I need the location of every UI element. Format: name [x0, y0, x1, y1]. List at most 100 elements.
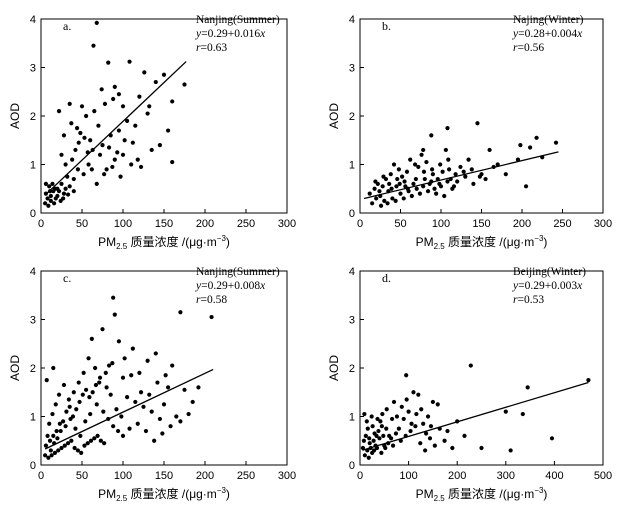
data-point [160, 431, 165, 436]
x-tick-label: 50 [76, 218, 88, 230]
data-point [428, 424, 434, 429]
data-point [46, 203, 51, 208]
data-point [44, 378, 49, 383]
data-point [47, 438, 53, 443]
y-tick-label: 4 [349, 14, 355, 26]
data-point [81, 172, 86, 177]
x-tick-label: 500 [594, 470, 612, 482]
data-point [380, 184, 385, 189]
y-axis-label: AOD [327, 103, 341, 129]
data-point [411, 181, 416, 186]
data-point [371, 438, 376, 443]
data-points [360, 363, 591, 460]
x-axis-label: PM2.5 质量浓度 /(μg·m−3) [416, 234, 548, 251]
data-point [425, 414, 431, 419]
data-point [450, 186, 455, 191]
data-point [45, 433, 50, 438]
x-tick-label: 150 [472, 218, 490, 230]
data-point [477, 174, 482, 179]
data-point [76, 380, 81, 385]
data-point [106, 145, 112, 150]
data-point [47, 421, 52, 426]
x-tick-label: 300 [278, 218, 296, 230]
data-point [104, 167, 109, 172]
data-point [97, 380, 102, 385]
data-point [102, 101, 108, 106]
data-point [525, 385, 530, 390]
data-point [110, 164, 115, 170]
data-point [66, 397, 71, 402]
x-tick-label: 400 [545, 470, 563, 482]
data-point [437, 181, 442, 186]
data-point [520, 411, 525, 417]
data-point [471, 181, 476, 186]
data-point [97, 375, 103, 380]
data-point [447, 167, 452, 172]
x-tick-label: 250 [237, 218, 255, 230]
fit-equation: y=0.28+0.004x [512, 28, 583, 40]
data-point [425, 189, 431, 194]
data-point [112, 157, 117, 162]
data-point [209, 314, 214, 320]
data-point [394, 414, 400, 419]
data-point [161, 402, 167, 407]
data-point [116, 92, 121, 97]
data-point [78, 130, 83, 136]
data-point [409, 421, 414, 426]
data-point [96, 123, 101, 128]
x-tick-label: 100 [114, 218, 132, 230]
data-point [466, 157, 471, 162]
data-point [94, 20, 99, 25]
data-point [445, 428, 450, 434]
data-point [438, 162, 443, 167]
data-point [91, 43, 96, 48]
data-point [377, 436, 382, 441]
data-point [147, 104, 152, 109]
data-point [54, 428, 59, 434]
data-point [63, 424, 68, 429]
y-tick-label: 0 [349, 460, 355, 472]
data-point [152, 438, 157, 443]
data-point [155, 380, 160, 385]
data-point [122, 356, 127, 361]
x-tick-label: 250 [237, 470, 255, 482]
y-axis-label: AOD [8, 355, 22, 381]
panel-label: a. [63, 19, 71, 33]
data-point [367, 436, 372, 441]
data-point [130, 140, 135, 145]
data-point [389, 186, 394, 191]
data-point [483, 176, 488, 182]
data-point [135, 421, 140, 426]
data-point [389, 436, 394, 441]
data-point [94, 181, 99, 186]
data-point [83, 419, 88, 424]
data-point [95, 433, 100, 438]
data-point [48, 193, 53, 199]
regression-line [44, 61, 187, 196]
data-point [56, 109, 62, 114]
regression-line [363, 151, 559, 200]
correlation-coefficient: r=0.53 [513, 294, 544, 306]
data-point [401, 416, 406, 422]
data-point [362, 411, 367, 417]
data-point [65, 192, 71, 197]
data-point [170, 363, 175, 368]
y-tick-label: 0 [30, 460, 36, 472]
data-point [82, 135, 87, 140]
data-point [57, 421, 62, 426]
data-point [586, 378, 591, 383]
panel-1: 0 50 100 150 200 250 300 0 1 2 3 4 AOD PM2.5 质量浓度 /(μ… [8, 14, 296, 251]
data-point [381, 433, 386, 438]
data-point [487, 147, 492, 153]
data-point [87, 395, 92, 400]
data-point [112, 84, 117, 89]
data-point [77, 399, 82, 405]
data-point [67, 101, 72, 106]
data-point [446, 157, 451, 162]
data-point [93, 382, 99, 388]
data-point [396, 167, 401, 172]
data-point [396, 426, 401, 431]
data-point [445, 126, 450, 131]
data-points [43, 295, 214, 460]
data-point [421, 147, 426, 153]
